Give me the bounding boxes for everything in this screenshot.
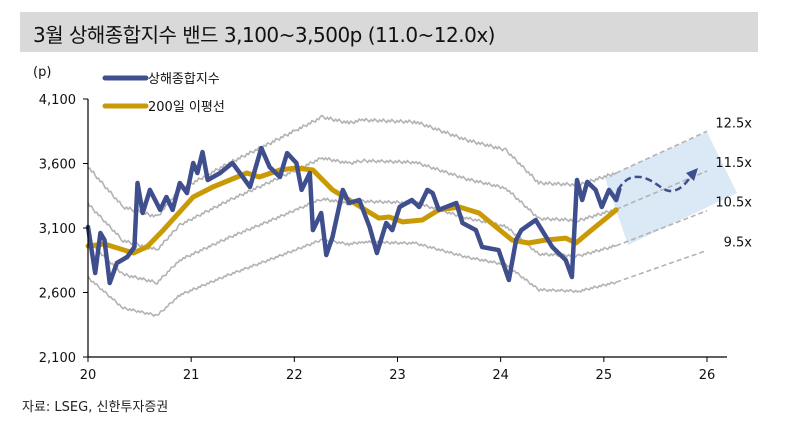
pe-band-label: 11.5x (715, 156, 752, 171)
pe-band-label: 9.5x (724, 235, 753, 250)
series-200-day-ma (85, 165, 619, 256)
pe-band-projection-12.5x (615, 130, 708, 174)
pe-band-label: 10.5x (715, 196, 752, 211)
legend: 상해종합지수 200일 이평선 (102, 72, 225, 115)
series-lines (85, 145, 698, 286)
forecast-arrow (616, 174, 693, 193)
projection-area (605, 132, 737, 245)
series-shanghai-composite (85, 145, 622, 286)
axes: 4,100 3,600 3,100 2,600 2,100 20 21 22 23 24 25 26 (39, 93, 727, 383)
x-tick-label: 23 (389, 368, 406, 383)
x-tick-label: 24 (492, 368, 509, 383)
y-tick-label: 4,100 (39, 93, 76, 108)
projection-band (605, 132, 737, 245)
chart-title: 3월 상해종합지수 밴드 3,100~3,500p (11.0~12.0x) (33, 23, 495, 47)
pe-band-9.5x (87, 237, 617, 318)
y-tick-label: 2,100 (39, 351, 76, 366)
y-tick-label: 3,100 (39, 222, 76, 237)
y-tick-label: 2,600 (39, 287, 76, 302)
pe-band-label: 12.5x (715, 116, 752, 131)
source-note: 자료: LSEG, 신한투자증권 (22, 400, 169, 415)
legend-label-index: 상해종합지수 (148, 72, 220, 87)
x-tick-label: 20 (80, 368, 97, 383)
forecast-arrowhead-icon (686, 168, 698, 181)
pe-band-11.5x (87, 156, 617, 251)
y-axis-unit: (p) (33, 65, 51, 80)
legend-label-ma: 200일 이평선 (148, 100, 225, 115)
x-tick-label: 21 (183, 368, 200, 383)
pe-band-projection-10.5x (615, 209, 708, 247)
x-tick-label: 22 (286, 368, 303, 383)
pe-band-projection-9.5x (615, 249, 708, 283)
x-tick-label: 25 (596, 368, 613, 383)
y-tick-label: 3,600 (39, 158, 76, 173)
title-bar: 3월 상해종합지수 밴드 3,100~3,500p (11.0~12.0x) (20, 12, 758, 52)
x-tick-label: 26 (699, 368, 716, 383)
